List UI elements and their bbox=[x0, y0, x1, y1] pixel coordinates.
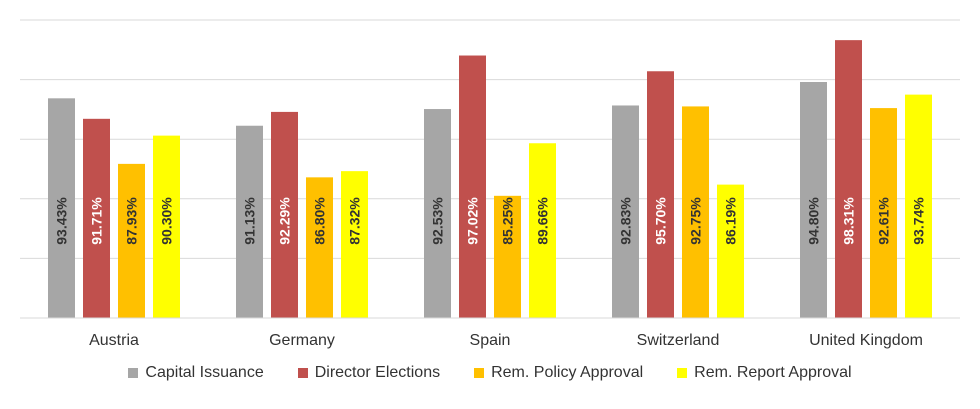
bar bbox=[153, 135, 180, 318]
data-label: 92.29% bbox=[277, 197, 293, 245]
legend-label: Director Elections bbox=[314, 364, 441, 381]
data-label: 86.80% bbox=[312, 197, 328, 245]
bar bbox=[341, 171, 368, 318]
category-label: Germany bbox=[269, 332, 335, 349]
bar bbox=[48, 98, 75, 319]
data-label: 91.13% bbox=[242, 197, 258, 245]
bar bbox=[682, 106, 709, 318]
category-label: Austria bbox=[89, 332, 139, 349]
bars bbox=[48, 40, 932, 319]
legend-swatch bbox=[128, 368, 139, 378]
bar bbox=[118, 163, 145, 318]
data-label: 91.71% bbox=[89, 197, 105, 245]
data-label: 92.61% bbox=[876, 197, 892, 245]
data-label: 92.53% bbox=[430, 197, 446, 245]
data-label: 87.32% bbox=[347, 197, 363, 245]
category-labels: Austria Germany Spain Switzerland United Kin… bbox=[89, 332, 923, 349]
data-label: 90.30% bbox=[159, 197, 175, 245]
bar bbox=[306, 177, 333, 318]
bar bbox=[236, 125, 263, 318]
legend-swatch bbox=[677, 368, 688, 378]
data-label: 98.31% bbox=[841, 197, 857, 245]
bar bbox=[494, 195, 521, 318]
bar bbox=[647, 71, 674, 318]
bar bbox=[529, 143, 556, 318]
data-label: 87.93% bbox=[124, 197, 140, 245]
data-label: 95.70% bbox=[653, 197, 669, 245]
data-label: 97.02% bbox=[465, 197, 481, 245]
data-label: 86.19% bbox=[723, 197, 739, 245]
data-labels: 93.43% 91.71% 87.93% 90.30% 91.13% 92.29% 86.8… bbox=[54, 197, 927, 245]
data-label: 93.74% bbox=[911, 197, 927, 245]
bar bbox=[835, 40, 862, 318]
legend-label: Rem. Policy Approval bbox=[491, 364, 644, 381]
data-label: 89.66% bbox=[535, 197, 551, 245]
legend-swatch bbox=[297, 368, 308, 378]
legend-item: Rem. Report Approval bbox=[677, 364, 852, 382]
bar bbox=[612, 105, 639, 318]
legend-item: Rem. Policy Approval bbox=[474, 364, 643, 382]
bar bbox=[424, 109, 451, 319]
legend: Capital Issuance Director Elections Rem.… bbox=[0, 364, 980, 382]
bar bbox=[870, 108, 897, 318]
legend-item: Capital Issuance bbox=[128, 364, 264, 382]
category-label: United Kingdom bbox=[809, 332, 923, 349]
legend-item: Director Elections bbox=[297, 364, 441, 382]
bar bbox=[459, 55, 486, 318]
bar bbox=[83, 118, 110, 318]
data-label: 92.75% bbox=[688, 197, 704, 245]
data-label: 93.43% bbox=[54, 197, 70, 245]
bar bbox=[271, 111, 298, 318]
category-label: Spain bbox=[470, 332, 511, 349]
data-label: 94.80% bbox=[806, 197, 822, 245]
legend-label: Capital Issuance bbox=[145, 364, 264, 381]
data-label: 92.83% bbox=[618, 197, 634, 245]
bar bbox=[905, 94, 932, 318]
category-label: Switzerland bbox=[637, 332, 720, 349]
bar bbox=[717, 184, 744, 318]
legend-swatch bbox=[474, 368, 485, 378]
legend-label: Rem. Report Approval bbox=[694, 364, 852, 381]
bar bbox=[800, 81, 827, 318]
data-label: 85.25% bbox=[500, 197, 516, 245]
